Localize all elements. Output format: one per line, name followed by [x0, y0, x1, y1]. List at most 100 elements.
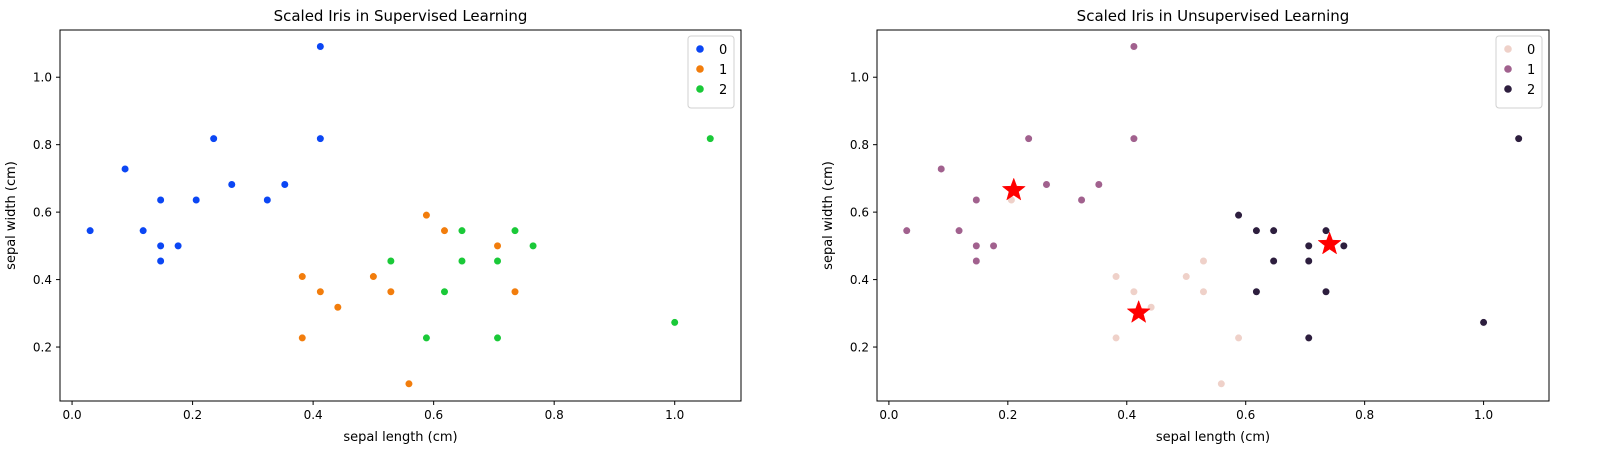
data-point-series-2 — [457, 256, 467, 266]
data-point-series-2 — [1321, 226, 1331, 235]
legend-marker-1 — [696, 65, 704, 73]
x-tick-label: 0.0 — [879, 408, 898, 422]
data-point-series-0 — [1199, 256, 1208, 266]
legend-label: 1 — [719, 63, 727, 78]
data-point-series-1 — [333, 303, 342, 312]
chart-panel-1: Scaled Iris in Unsupervised Learning 0.0 0… — [821, 7, 1550, 445]
data-point-series-0 — [316, 134, 325, 143]
x-tick-label: 0.2 — [183, 408, 202, 422]
y-tick-label: 0.8 — [33, 138, 52, 152]
centroid-star-marker — [1001, 177, 1026, 201]
x-axis-label: sepal length (cm) — [1156, 430, 1270, 445]
data-point-series-2 — [493, 256, 502, 266]
data-point-series-0 — [227, 180, 236, 189]
legend-label: 2 — [719, 83, 727, 98]
x-tick-label: 0.6 — [424, 408, 443, 422]
y-tick-label: 0.2 — [33, 341, 52, 355]
data-point-series-0 — [1111, 333, 1121, 343]
data-point-series-0 — [1234, 333, 1243, 343]
data-point-series-1 — [386, 287, 395, 296]
x-tick-label: 1.0 — [665, 408, 684, 422]
x-tick-label: 1.0 — [1474, 408, 1493, 422]
data-point-series-0 — [209, 134, 218, 143]
data-point-series-2 — [1234, 211, 1243, 220]
data-point-series-1 — [954, 226, 964, 235]
x-axis-label: sepal length (cm) — [343, 430, 457, 445]
data-point-series-0 — [1182, 272, 1191, 281]
data-point-series-2 — [510, 226, 520, 235]
data-point-series-1 — [1042, 180, 1051, 189]
data-point-series-0 — [192, 195, 201, 205]
legend-label: 1 — [1527, 63, 1535, 78]
data-point-series-2 — [670, 318, 679, 327]
data-point-series-2 — [457, 226, 467, 235]
legend-marker-2 — [696, 85, 704, 93]
x-tick-label: 0.8 — [1355, 408, 1374, 422]
data-point-series-2 — [1269, 256, 1278, 266]
plot-frame — [59, 29, 742, 402]
data-point-series-1 — [972, 195, 981, 205]
data-point-series-0 — [139, 226, 148, 235]
data-point-series-1 — [972, 256, 981, 266]
data-point-series-1 — [1129, 42, 1139, 51]
data-point-series-1 — [422, 211, 431, 220]
x-tick-label: 0.2 — [998, 408, 1017, 422]
plot-frame — [876, 29, 1550, 402]
centroid-star-marker — [1317, 231, 1342, 255]
data-point-series-0 — [86, 226, 95, 235]
data-point-series-2 — [1252, 226, 1261, 235]
data-point-series-2 — [440, 287, 449, 296]
data-point-series-2 — [1321, 287, 1331, 296]
data-point-series-0 — [316, 42, 325, 51]
y-tick-label: 0.4 — [850, 273, 869, 287]
data-point-series-2 — [1304, 333, 1313, 343]
chart-title: Scaled Iris in Supervised Learning — [274, 7, 528, 25]
data-point-series-2 — [1339, 241, 1348, 250]
y-tick-label: 0.2 — [850, 341, 869, 355]
data-point-series-2 — [386, 256, 395, 266]
data-point-series-1 — [1094, 180, 1103, 189]
y-tick-label: 0.6 — [850, 206, 869, 220]
data-point-series-1 — [937, 164, 946, 174]
x-tick-label: 0.4 — [304, 408, 323, 422]
centroid-star-marker — [1126, 299, 1151, 323]
data-point-series-0 — [156, 256, 165, 266]
data-point-series-2 — [422, 333, 431, 343]
data-point-series-1 — [989, 241, 998, 250]
data-point-series-0 — [263, 195, 272, 205]
data-point-series-1 — [510, 287, 520, 296]
data-point-series-1 — [298, 272, 307, 281]
legend-marker-2 — [1504, 85, 1512, 93]
data-point-series-2 — [1304, 256, 1313, 266]
data-point-series-0 — [280, 180, 289, 189]
data-point-series-2 — [1304, 241, 1313, 250]
data-point-series-2 — [1252, 287, 1261, 296]
legend-marker-0 — [1504, 45, 1512, 53]
data-point-series-1 — [1077, 195, 1086, 205]
data-point-series-1 — [404, 379, 414, 388]
data-point-series-1 — [316, 287, 325, 296]
data-point-series-2 — [493, 333, 502, 343]
y-tick-label: 0.6 — [33, 206, 52, 220]
x-tick-label: 0.4 — [1117, 408, 1136, 422]
y-axis-label: sepal width (cm) — [4, 161, 19, 270]
legend-marker-0 — [696, 45, 704, 53]
y-axis-label: sepal width (cm) — [821, 161, 836, 270]
legend-marker-1 — [1504, 65, 1512, 73]
data-point-series-0 — [1111, 272, 1121, 281]
data-point-series-1 — [902, 226, 911, 235]
data-point-series-1 — [1024, 134, 1033, 143]
data-point-series-1 — [440, 226, 449, 235]
data-point-series-0 — [120, 164, 130, 174]
data-point-series-2 — [706, 134, 715, 143]
data-point-series-0 — [1129, 287, 1139, 296]
data-point-series-2 — [528, 241, 538, 250]
legend: 0 1 2 — [687, 35, 735, 109]
data-point-series-0 — [1217, 379, 1226, 388]
legend-label: 2 — [1527, 83, 1535, 98]
data-point-series-2 — [1479, 318, 1488, 327]
legend-label: 0 — [1527, 43, 1535, 58]
data-point-series-1 — [369, 272, 378, 281]
data-point-series-0 — [1199, 287, 1208, 296]
